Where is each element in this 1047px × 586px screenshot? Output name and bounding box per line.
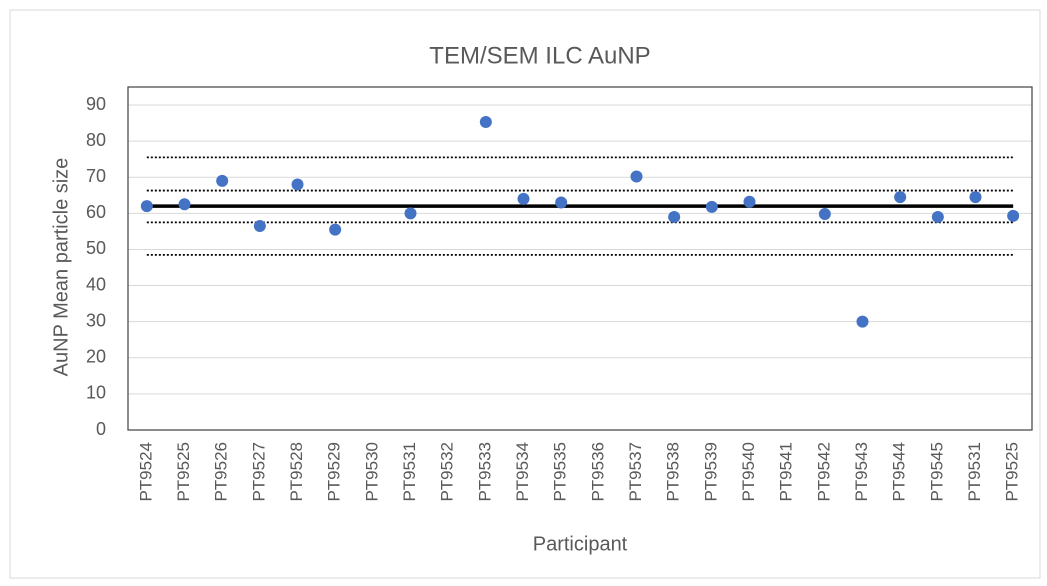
y-axis-label: AuNP Mean particle size <box>50 158 72 377</box>
x-tick-label: PT9539 <box>701 442 720 502</box>
x-tick-label: PT9531 <box>965 442 984 502</box>
point <box>555 196 568 209</box>
point <box>291 178 304 191</box>
y-tick-label: 0 <box>96 419 106 439</box>
y-tick-label: 70 <box>86 166 106 186</box>
x-axis-label: Participant <box>533 533 628 555</box>
point <box>329 223 342 236</box>
x-tick-label: PT9534 <box>513 442 532 502</box>
point <box>705 200 718 213</box>
point <box>743 195 756 208</box>
x-tick-label: PT9542 <box>814 442 833 502</box>
point <box>630 170 643 183</box>
x-tick-label: PT9541 <box>777 442 796 502</box>
x-tick-label: PT9524 <box>136 442 155 502</box>
x-tick-label: PT9538 <box>664 442 683 502</box>
x-tick-label: PT9529 <box>325 442 344 502</box>
point <box>517 192 530 205</box>
point <box>856 315 869 328</box>
point <box>479 115 492 128</box>
x-tick-label: PT9537 <box>626 442 645 502</box>
y-tick-label: 90 <box>86 94 106 114</box>
y-tick-label: 80 <box>86 130 106 150</box>
x-tick-label: PT9526 <box>212 442 231 502</box>
point <box>969 191 982 204</box>
x-tick-label: PT9525 <box>1003 442 1022 502</box>
x-tick-label: PT9530 <box>362 442 381 502</box>
x-tick-label: PT9545 <box>927 442 946 502</box>
y-tick-label: 50 <box>86 238 106 258</box>
x-tick-label: PT9535 <box>551 442 570 502</box>
x-tick-label: PT9525 <box>174 442 193 502</box>
y-tick-label: 40 <box>86 274 106 294</box>
x-tick-label: PT9528 <box>287 442 306 502</box>
x-tick-label: PT9543 <box>852 442 871 502</box>
x-tick-label: PT9531 <box>400 442 419 502</box>
y-tick-label: 10 <box>86 383 106 403</box>
point <box>253 219 266 232</box>
x-tick-label: PT9532 <box>438 442 457 502</box>
point <box>818 208 831 221</box>
chart-title: TEM/SEM ILC AuNP <box>429 42 650 69</box>
point <box>140 200 153 213</box>
point <box>404 207 417 220</box>
x-tick-label: PT9533 <box>475 442 494 502</box>
point <box>668 210 681 223</box>
point <box>216 174 229 187</box>
x-tick-label: PT9540 <box>739 442 758 502</box>
x-tick-label: PT9544 <box>890 442 909 502</box>
x-tick-label: PT9536 <box>588 442 607 502</box>
point <box>931 210 944 223</box>
point <box>178 198 191 211</box>
point <box>1007 209 1020 222</box>
y-tick-label: 20 <box>86 347 106 367</box>
plot-frame <box>127 86 1033 431</box>
y-tick-label: 30 <box>86 310 106 330</box>
point <box>894 191 907 204</box>
y-tick-label: 60 <box>86 202 106 222</box>
x-tick-label: PT9527 <box>249 442 268 502</box>
